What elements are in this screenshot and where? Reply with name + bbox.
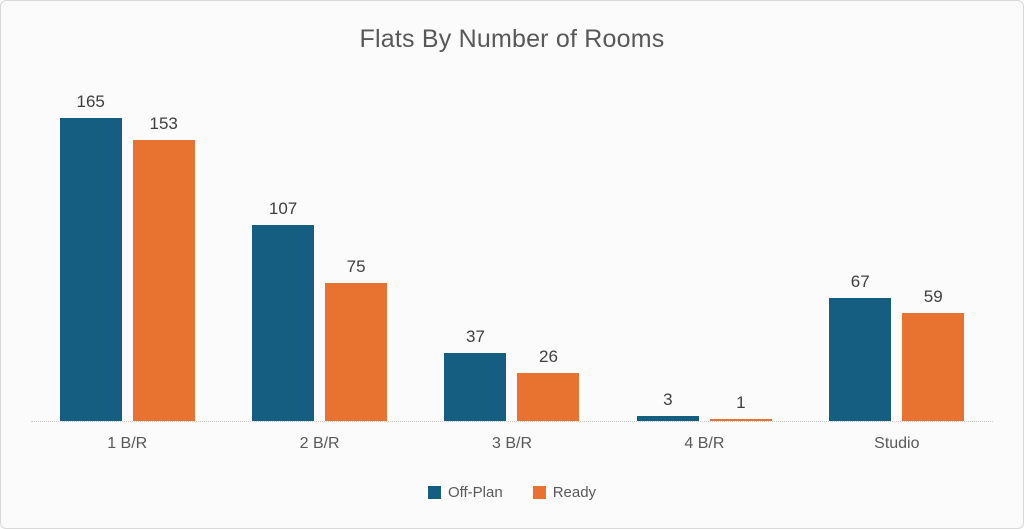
x-axis-baseline [31,421,993,422]
bar-group-studio: 67 59 [829,272,965,421]
bar-off-plan-3-b-r: 37 [444,327,507,421]
value-label-ready-4-b-r: 1 [736,393,746,412]
category-label-studio: Studio [874,435,920,452]
value-label-off-plan-1-b-r: 165 [76,92,105,111]
bar-group-1-b-r: 165 153 [59,92,195,421]
legend-swatch-ready [532,486,546,499]
bar-ready-3-b-r: 26 [517,347,580,421]
category-label-4-b-r: 4 B/R [684,435,725,452]
bar-ready-studio: 59 [902,287,965,421]
legend-swatch-off-plan [427,486,441,499]
bar-off-plan-1-b-r: 165 [59,92,122,421]
bar-off-plan-4-b-r: 3 [636,390,699,421]
legend: Off-Plan Ready [1,484,1023,501]
value-label-ready-2-b-r: 75 [346,257,366,277]
legend-item-off-plan: Off-Plan [427,484,503,501]
value-label-off-plan-2-b-r: 107 [268,198,298,218]
bar-ready-1-b-r: 153 [132,114,195,421]
value-label-off-plan-3-b-r: 37 [466,327,485,347]
category-label-1-b-r: 1 B/R [107,435,148,452]
value-label-off-plan-4-b-r: 3 [663,389,673,409]
bar-groups: 165 153 107 75 37 26 3 1 67 59 [31,92,993,421]
value-label-off-plan-studio: 67 [850,272,870,291]
bar-group-2-b-r: 107 75 [252,199,388,421]
legend-item-ready: Ready [532,484,597,501]
legend-label-ready: Ready [552,484,597,501]
value-label-ready-studio: 59 [923,286,943,306]
bar-off-plan-studio: 67 [829,272,892,421]
value-label-ready-1-b-r: 153 [149,114,178,133]
bar-ready-4-b-r: 1 [709,393,772,421]
category-axis-labels: 1 B/R 2 B/R 3 B/R 4 B/R Studio [31,435,993,453]
chart-title: Flats By Number of Rooms [359,25,665,53]
value-label-ready-3-b-r: 26 [539,347,558,367]
category-label-3-b-r: 3 B/R [492,435,533,452]
category-label-2-b-r: 2 B/R [299,435,340,452]
bar-off-plan-2-b-r: 107 [252,199,315,421]
legend-label-off-plan: Off-Plan [447,484,503,501]
plot-area: 165 153 107 75 37 26 3 1 67 59 [31,92,993,421]
bar-group-3-b-r: 37 26 [444,327,580,421]
bar-ready-2-b-r: 75 [325,257,388,421]
